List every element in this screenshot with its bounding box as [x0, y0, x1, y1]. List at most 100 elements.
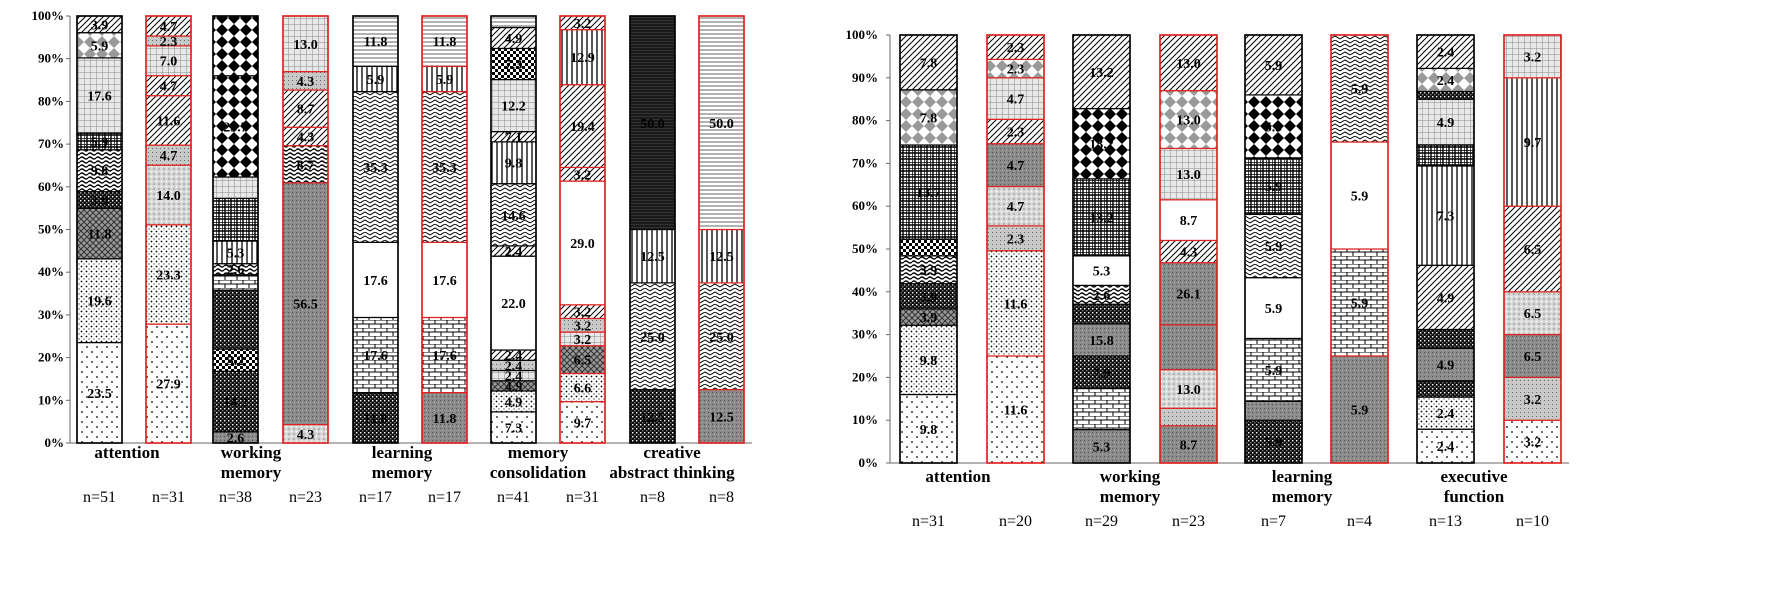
- data-label: 19.6: [87, 295, 112, 310]
- bar-segment: [986, 143, 1045, 188]
- data-label: 25.0: [709, 330, 734, 345]
- data-label: 50.0: [640, 117, 665, 132]
- bar-segment: [212, 197, 259, 242]
- data-label: 7.3: [505, 58, 523, 73]
- bar-segment: [282, 145, 329, 184]
- data-label: 9.8: [920, 423, 938, 438]
- data-label: 7.1: [505, 131, 523, 146]
- data-label: 23.5: [87, 387, 112, 402]
- data-label: 13.0: [1176, 57, 1201, 72]
- data-label: 12.2: [501, 100, 526, 115]
- data-label: 23.3: [156, 268, 181, 283]
- data-label: 2.4: [505, 370, 523, 385]
- bar-segment: [212, 15, 259, 77]
- data-label: 35.3: [432, 161, 457, 176]
- bar-segment: [76, 57, 123, 134]
- data-label: 5.9: [91, 135, 109, 150]
- y-tick-label: 0%: [859, 455, 879, 470]
- data-label: 13.7: [916, 186, 941, 201]
- bar-segment: [490, 183, 537, 247]
- category-label: attention: [925, 467, 991, 486]
- bar-segment: [421, 90, 468, 243]
- data-label: 6.5: [1524, 350, 1542, 365]
- bar-segment: [352, 65, 399, 93]
- data-label: 5.9: [1351, 297, 1369, 312]
- bar-segment: [212, 370, 259, 433]
- data-label: 17.6: [432, 349, 457, 364]
- data-label: 4.9: [505, 395, 523, 410]
- bar-segment: [899, 324, 958, 396]
- data-label: 4.7: [1007, 93, 1025, 108]
- y-tick-label: 90%: [38, 51, 64, 66]
- bar-outline: [490, 15, 537, 444]
- y-tick-label: 50%: [38, 222, 64, 237]
- data-label: 12.9: [570, 51, 595, 66]
- data-label: 5.9: [436, 73, 454, 88]
- data-label: 3.2: [574, 17, 592, 32]
- n-label: n=31: [152, 489, 185, 506]
- data-label: 5.9: [1265, 240, 1283, 255]
- data-label: 12.5: [709, 410, 734, 425]
- bar-segment: [282, 89, 329, 128]
- data-label: 2.4: [505, 245, 523, 260]
- data-label: 29.0: [570, 237, 595, 252]
- y-tick-label: 90%: [852, 70, 878, 85]
- bar-outline: [1244, 34, 1303, 464]
- data-label: 4.3: [297, 75, 315, 90]
- data-label: 4.7: [1007, 159, 1025, 174]
- bar-outline: [1330, 34, 1389, 464]
- data-label: 8.7: [297, 158, 315, 173]
- bar-outline: [899, 34, 958, 464]
- data-label: 5.9: [1265, 59, 1283, 74]
- bar-segment: [1330, 141, 1389, 250]
- bar-segment: [986, 34, 1045, 60]
- data-label: 2.3: [1007, 63, 1025, 78]
- bar-segment: [352, 90, 399, 243]
- category-label: creative: [643, 443, 701, 462]
- y-tick-label: 80%: [38, 93, 64, 108]
- data-label: 17.6: [87, 90, 112, 105]
- data-label: 4.9: [505, 32, 523, 47]
- data-label: 19.4: [570, 120, 595, 135]
- data-label: 7.9: [1093, 366, 1111, 381]
- data-label: 4.3: [297, 130, 315, 145]
- data-label: 7.8: [920, 56, 938, 71]
- data-label: 5.9: [1351, 404, 1369, 419]
- bar-outline: [1416, 34, 1475, 464]
- bar-segment: [490, 255, 537, 351]
- data-label: 5.9: [1265, 364, 1283, 379]
- category-label: consolidation: [490, 463, 587, 482]
- data-label: 4.9: [505, 380, 523, 395]
- category-label: learning: [1272, 467, 1333, 486]
- bar-segment: [629, 228, 676, 284]
- category-label: working: [221, 443, 282, 462]
- y-tick-label: 20%: [38, 350, 64, 365]
- bar-segment: [1503, 77, 1562, 207]
- n-label: n=4: [1347, 513, 1372, 530]
- y-tick-label: 70%: [852, 155, 878, 170]
- bar-outline: [698, 15, 745, 444]
- data-label: 8.7: [297, 103, 315, 118]
- data-label: 2.3: [160, 35, 178, 50]
- data-label: 17.6: [363, 274, 388, 289]
- data-label: 2.3: [1007, 41, 1025, 56]
- bar-segment: [559, 84, 606, 169]
- data-label: 17.6: [432, 274, 457, 289]
- n-label: n=20: [999, 513, 1032, 530]
- bar-segment: [490, 141, 537, 185]
- data-label: 11.8: [433, 412, 457, 427]
- data-label: 22.0: [501, 297, 526, 312]
- bar-segment: [1159, 90, 1218, 150]
- category-label: abstract thinking: [609, 463, 735, 482]
- bar-segment: [1244, 157, 1303, 215]
- data-label: 2.4: [1437, 74, 1455, 89]
- data-label: 5.3: [1093, 440, 1111, 455]
- bar-segment: [145, 164, 192, 226]
- data-label: 13.2: [1089, 66, 1114, 81]
- bar-segment: [986, 118, 1045, 145]
- data-label: 9.7: [574, 416, 592, 431]
- data-label: 5.2: [227, 354, 245, 369]
- data-label: 5.9: [1265, 120, 1283, 135]
- bar-segment: [145, 45, 192, 77]
- category-label: learning: [372, 443, 433, 462]
